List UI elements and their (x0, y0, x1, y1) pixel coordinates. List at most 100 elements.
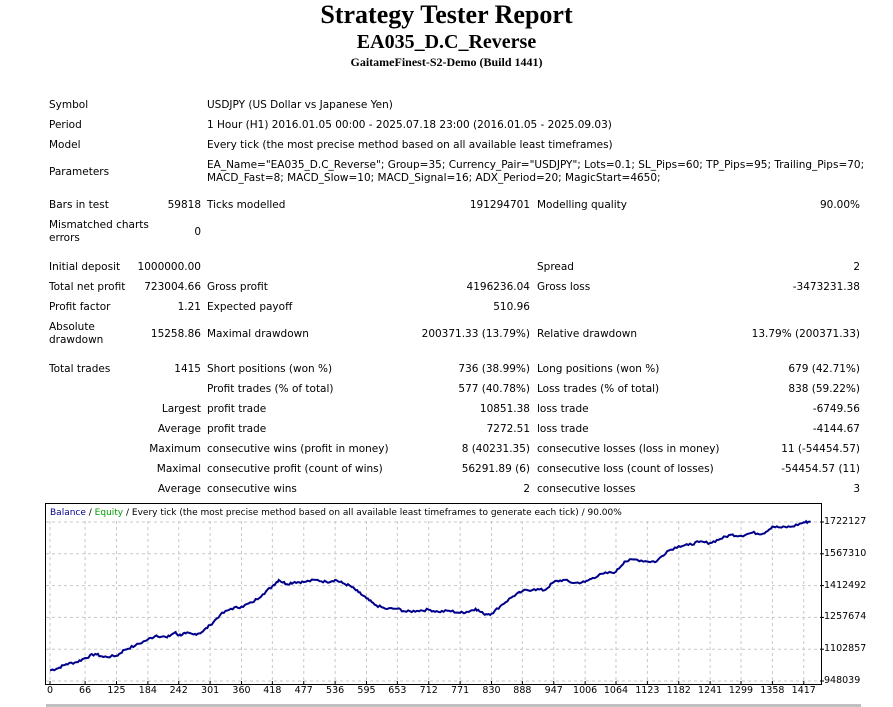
avgwins-label: consecutive wins (207, 483, 297, 495)
period-value: 1 Hour (H1) 2016.01.05 00:00 - 2025.07.1… (207, 119, 612, 131)
parameters-line-1: EA_Name="EA035_D.C_Reverse"; Group=35; C… (207, 159, 865, 171)
avg-consecutive-label: Average (157, 483, 201, 495)
x-tick-label: 1182 (666, 685, 691, 696)
spread-value: 2 (853, 261, 860, 273)
profittrades-label: Profit trades (% of total) (207, 383, 334, 395)
x-tick-label: 66 (79, 685, 92, 696)
legend-balance: Balance (50, 508, 86, 518)
largest-profit-label: profit trade (207, 403, 267, 415)
quality-value: 90.00% (819, 199, 860, 211)
symbol-label: Symbol (49, 99, 89, 111)
average-profit-label: profit trade (207, 423, 267, 435)
chart-ticks (49, 521, 824, 685)
x-tick-label: 595 (357, 685, 376, 696)
legend-separator: / (86, 508, 95, 518)
x-tick-label: 830 (482, 685, 501, 696)
losstrades-label: Loss trades (% of total) (537, 383, 660, 395)
profitfactor-label: Profit factor (49, 301, 111, 313)
reldd-value: 13.79% (200371.33) (751, 328, 860, 340)
y-tick-label: 1722127 (824, 516, 867, 527)
grossloss-label: Gross loss (537, 281, 591, 293)
maximum-label: Maximum (149, 443, 201, 455)
x-tick-label: 418 (263, 685, 282, 696)
maxdd-label: Maximal drawdown (207, 328, 309, 340)
short-label: Short positions (won %) (207, 363, 333, 375)
x-tick-label: 771 (451, 685, 470, 696)
long-label: Long positions (won %) (537, 363, 660, 375)
largest-profit-value: 10851.38 (479, 403, 530, 415)
mismatch-label: Mismatched charts errors (49, 219, 149, 244)
average-profit-value: 7272.51 (486, 423, 530, 435)
x-tick-label: 301 (201, 685, 220, 696)
y-tick-label: 1102857 (824, 643, 867, 655)
avgwins-value: 2 (523, 483, 530, 495)
payoff-value: 510.96 (493, 301, 530, 313)
x-tick-label: 477 (294, 685, 313, 696)
maxlosses-value: 11 (-54454.57) (781, 443, 860, 455)
maxloss-value: -54454.57 (11) (781, 463, 860, 475)
deposit-value: 1000000.00 (137, 261, 201, 273)
x-tick-label: 888 (513, 685, 532, 696)
profitfactor-value: 1.21 (177, 301, 201, 313)
largest-label: Largest (161, 403, 201, 415)
server-build: GaitameFinest-S2-Demo (Build 1441) (350, 55, 543, 69)
x-tick-label: 653 (388, 685, 407, 696)
x-tick-label: 184 (138, 685, 157, 696)
netprofit-label: Total net profit (49, 281, 126, 293)
model-value: Every tick (the most precise method base… (207, 139, 613, 151)
x-tick-label: 1358 (760, 685, 785, 696)
x-tick-label: 360 (232, 685, 251, 696)
largest-loss-value: -6749.56 (812, 403, 860, 415)
grossprofit-label: Gross profit (207, 281, 268, 293)
maximal-label: Maximal (156, 463, 201, 475)
maxloss-label: consecutive loss (count of losses) (537, 463, 714, 475)
x-tick-label: 536 (326, 685, 345, 696)
symbol-value: USDJPY (US Dollar vs Japanese Yen) (207, 99, 393, 111)
x-tick-label: 0 (46, 685, 54, 696)
chart-grid (46, 521, 820, 684)
grossprofit-value: 4196236.04 (466, 281, 530, 293)
footer-bar (46, 704, 861, 707)
x-tick-label: 242 (169, 685, 188, 696)
ticks-value: 191294701 (469, 199, 530, 211)
x-tick-label: 1241 (698, 685, 723, 696)
deposit-label: Initial deposit (49, 261, 121, 273)
y-tick-label: 1257674 (824, 611, 867, 623)
mismatch-value: 0 (194, 226, 201, 238)
spread-label: Spread (537, 261, 574, 273)
bars-value: 59818 (167, 199, 201, 211)
y-tick-label: 948039 (824, 675, 861, 686)
maxdd-value: 200371.33 (13.79%) (421, 328, 530, 340)
x-tick-label: 1417 (791, 685, 816, 696)
largest-loss-label: loss trade (537, 403, 589, 415)
short-value: 736 (38.99%) (458, 363, 530, 375)
quality-label: Modelling quality (537, 199, 627, 211)
x-tick-label: 712 (419, 685, 438, 696)
maxlosses-label: consecutive losses (loss in money) (537, 443, 720, 455)
x-tick-label: 125 (107, 685, 126, 696)
legend-description: / Every tick (the most precise method ba… (123, 508, 622, 518)
x-tick-label: 947 (544, 685, 563, 696)
bars-label: Bars in test (49, 199, 109, 211)
trades-label: Total trades (49, 363, 111, 375)
payoff-label: Expected payoff (207, 301, 293, 313)
average-loss-value: -4144.67 (812, 423, 860, 435)
balance-series-line (49, 519, 812, 672)
profittrades-value: 577 (40.78%) (458, 383, 530, 395)
avglosses-value: 3 (853, 483, 860, 495)
chart-legend: Balance / Equity / Every tick (the most … (50, 508, 622, 518)
netprofit-value: 723004.66 (144, 281, 201, 293)
x-tick-label: 1123 (635, 685, 660, 696)
grossloss-value: -3473231.38 (792, 281, 860, 293)
average-loss-label: loss trade (537, 423, 589, 435)
legend-equity: Equity (95, 508, 124, 518)
ticks-label: Ticks modelled (207, 199, 286, 211)
absdd-label: Absolute drawdown (49, 321, 104, 346)
period-label: Period (49, 119, 82, 131)
losstrades-value: 838 (59.22%) (788, 383, 860, 395)
x-tick-label: 1064 (603, 685, 629, 696)
chart-frame (45, 503, 822, 685)
avglosses-label: consecutive losses (537, 483, 636, 495)
average-label: Average (157, 423, 201, 435)
maxprofit-label: consecutive profit (count of wins) (207, 463, 383, 475)
